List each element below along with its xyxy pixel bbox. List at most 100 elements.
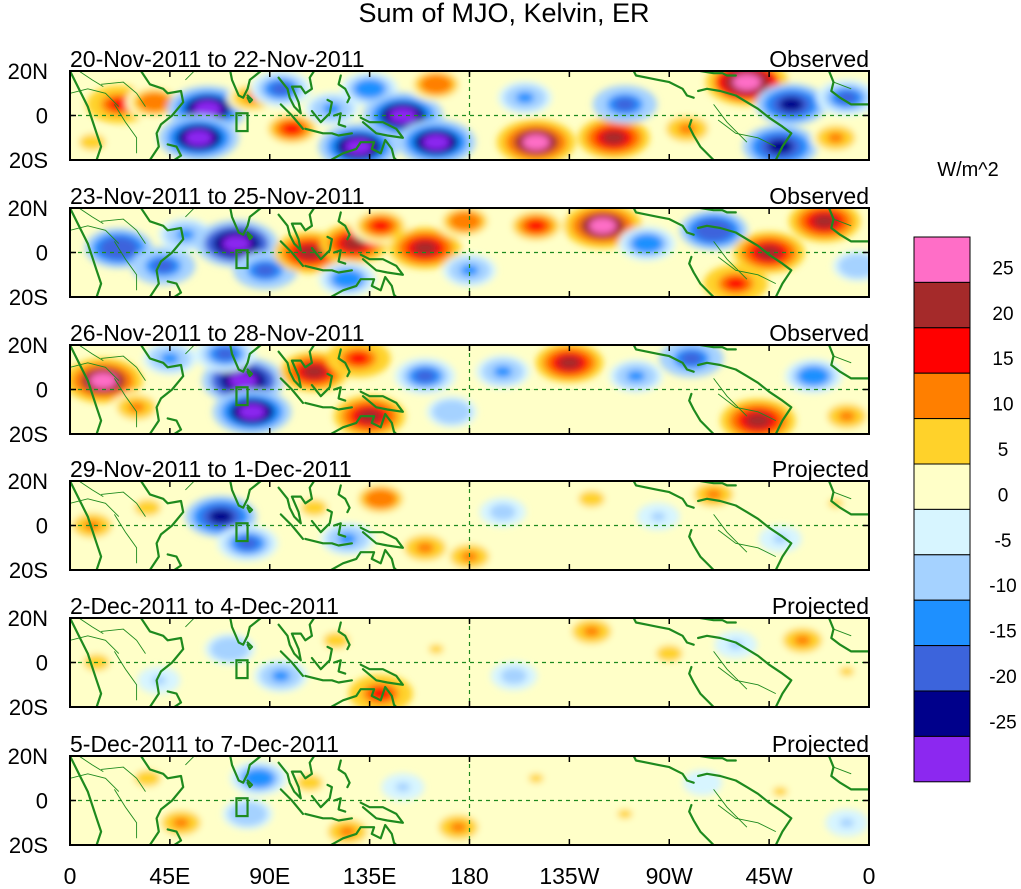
anomaly-14-level-4 bbox=[626, 370, 646, 382]
lat-label: 0 bbox=[36, 241, 48, 266]
border-1 bbox=[101, 355, 146, 381]
anomaly-5-level-4 bbox=[328, 635, 345, 646]
lon-label: 0 bbox=[64, 863, 77, 889]
lat-label: 20S bbox=[9, 833, 48, 858]
panel-status: Projected bbox=[772, 593, 869, 619]
anomaly-11-level-4 bbox=[455, 215, 475, 228]
border-3 bbox=[70, 225, 120, 244]
coastline-13 bbox=[328, 823, 398, 845]
lat-label: 20S bbox=[9, 148, 48, 173]
anomaly-10-level-4 bbox=[412, 241, 438, 256]
coastline-16 bbox=[688, 255, 715, 297]
coastline-13 bbox=[328, 412, 398, 434]
border-6 bbox=[713, 651, 748, 690]
coastline-8 bbox=[304, 537, 353, 547]
panel-plot-area bbox=[70, 208, 869, 297]
coastline-14 bbox=[632, 345, 695, 373]
lat-label: 20N bbox=[8, 333, 48, 358]
lon-label: 0 bbox=[863, 863, 876, 889]
chart-title: Sum of MJO, Kelvin, ER bbox=[358, 0, 649, 28]
coastline-13 bbox=[328, 548, 398, 570]
border-2 bbox=[114, 514, 138, 564]
lat-label: 0 bbox=[36, 378, 48, 403]
lat-label: 20N bbox=[8, 469, 48, 494]
anomaly-13-level-4 bbox=[705, 489, 723, 500]
border-5 bbox=[717, 119, 776, 148]
anomaly-16-level-4 bbox=[601, 130, 626, 145]
anomaly-6-level-4 bbox=[297, 245, 322, 260]
lat-label: 20N bbox=[8, 606, 48, 631]
border-4 bbox=[78, 208, 104, 224]
border-3 bbox=[70, 635, 120, 654]
border-7 bbox=[833, 628, 852, 637]
coastline-7 bbox=[279, 103, 305, 130]
coastline-2 bbox=[139, 756, 185, 845]
anomaly-18-level-4 bbox=[812, 214, 837, 229]
anomaly-4-level-4 bbox=[271, 670, 290, 682]
coastline-11 bbox=[337, 348, 351, 378]
lat-label: 20N bbox=[8, 744, 48, 769]
lon-label: 135E bbox=[343, 863, 397, 889]
reference-box bbox=[235, 249, 249, 270]
colorbar-label: 15 bbox=[992, 349, 1013, 370]
panel-date-range: 20-Nov-2011 to 22-Nov-2011 bbox=[70, 46, 365, 72]
panel-status: Observed bbox=[769, 320, 869, 346]
anomaly-24-level-4 bbox=[84, 137, 101, 148]
anomaly-22-level-4 bbox=[767, 139, 793, 155]
border-6 bbox=[713, 789, 748, 828]
coastlines bbox=[70, 71, 869, 160]
border-8 bbox=[185, 345, 195, 355]
panel-date-range: 2-Dec-2011 to 4-Dec-2011 bbox=[70, 593, 339, 619]
anomaly-3-level-4 bbox=[221, 643, 239, 655]
anomaly-10-level-4 bbox=[661, 648, 678, 659]
anomaly-12-level-4 bbox=[460, 264, 479, 276]
border-8 bbox=[185, 71, 195, 81]
border-7 bbox=[833, 81, 852, 90]
coastline-12 bbox=[359, 663, 404, 686]
coastline-7 bbox=[279, 377, 305, 404]
border-2 bbox=[114, 651, 138, 701]
border-7 bbox=[833, 491, 852, 500]
border-6 bbox=[713, 104, 748, 143]
coastline-4 bbox=[195, 208, 264, 236]
anomaly-3-level-4 bbox=[249, 772, 269, 785]
anomaly-3-level-4 bbox=[193, 100, 222, 117]
border-2 bbox=[114, 378, 138, 428]
coastline-15 bbox=[697, 87, 793, 160]
colorbar-label: -20 bbox=[989, 667, 1016, 688]
coastline-12 bbox=[359, 526, 404, 549]
anomaly-5-level-4 bbox=[301, 777, 318, 788]
coastline-7 bbox=[279, 240, 305, 267]
coastline-12 bbox=[359, 116, 404, 139]
anomaly-11-level-4 bbox=[422, 134, 450, 150]
anomaly-2-level-4 bbox=[151, 675, 167, 685]
colorbar-swatch bbox=[913, 281, 971, 329]
coastline-4 bbox=[195, 345, 264, 373]
panel-4: 20N 0 20S 29-Nov-2011 to 1-Dec-2011 Projecte… bbox=[8, 456, 870, 583]
anomaly-3-level-4 bbox=[208, 509, 234, 524]
coastline-6 bbox=[277, 71, 316, 115]
coastline-11 bbox=[337, 621, 351, 651]
anomaly-12-level-4 bbox=[650, 511, 666, 522]
coastline-5 bbox=[246, 231, 254, 241]
coastline-15 bbox=[697, 361, 793, 434]
colorbar-units: W/m^2 bbox=[937, 159, 999, 181]
coastline-15 bbox=[697, 497, 793, 570]
coastline-14 bbox=[632, 208, 695, 236]
anomaly-4-level-4 bbox=[185, 129, 213, 146]
colorbar-swatch bbox=[913, 645, 971, 692]
coastline-1 bbox=[70, 481, 103, 570]
coastline-1 bbox=[70, 345, 103, 434]
coastline-5 bbox=[246, 368, 254, 378]
coastline-3 bbox=[166, 417, 183, 434]
colorbar: W/m^2 25 20 15 10 5 0 -5 -10 -15 -20 -25 bbox=[913, 159, 1017, 783]
coastline-4 bbox=[195, 756, 264, 784]
coastline-11 bbox=[337, 484, 351, 514]
anomaly-8-level-4 bbox=[347, 351, 370, 365]
panel-stack: 20N 0 20S 20-Nov-2011 to 22-Nov-2011 Observe… bbox=[8, 46, 870, 858]
coastline-2 bbox=[139, 71, 185, 160]
coastline-16 bbox=[688, 392, 715, 434]
border-1 bbox=[101, 491, 146, 517]
colorbar-label: 10 bbox=[992, 395, 1013, 416]
coastline-10 bbox=[333, 522, 347, 538]
